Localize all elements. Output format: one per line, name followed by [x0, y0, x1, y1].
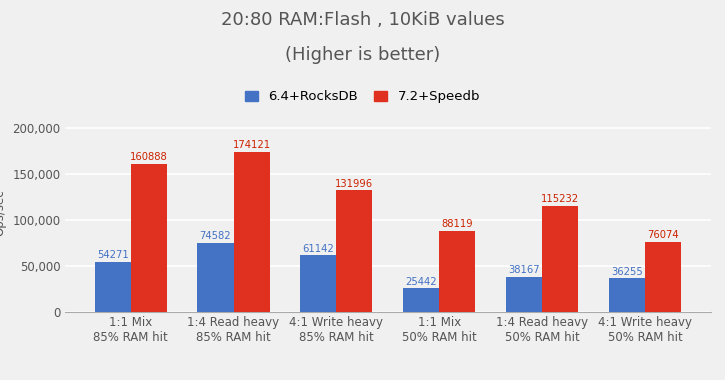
- Bar: [403, 288, 439, 312]
- Bar: [197, 243, 233, 312]
- Text: 61142: 61142: [302, 244, 334, 254]
- Text: 115232: 115232: [541, 194, 579, 204]
- Text: 160888: 160888: [130, 152, 167, 162]
- Text: 20:80 RAM:Flash , 10KiB values: 20:80 RAM:Flash , 10KiB values: [220, 11, 505, 29]
- Bar: [336, 190, 373, 312]
- Text: 54271: 54271: [96, 250, 128, 260]
- Text: 38167: 38167: [508, 265, 540, 275]
- Text: 25442: 25442: [405, 277, 437, 287]
- Text: 88119: 88119: [442, 219, 473, 229]
- Y-axis label: Ops/sec: Ops/sec: [0, 190, 7, 236]
- Bar: [506, 277, 542, 312]
- Text: 131996: 131996: [336, 179, 373, 188]
- Legend: 6.4+RocksDB, 7.2+Speedb: 6.4+RocksDB, 7.2+Speedb: [245, 90, 480, 103]
- Bar: [645, 242, 682, 312]
- Bar: [609, 278, 645, 312]
- Text: 76074: 76074: [647, 230, 679, 240]
- Bar: [130, 164, 167, 312]
- Bar: [233, 152, 270, 312]
- Bar: [300, 255, 336, 312]
- Bar: [439, 231, 476, 312]
- Text: (Higher is better): (Higher is better): [285, 46, 440, 63]
- Bar: [94, 262, 130, 312]
- Bar: [542, 206, 579, 312]
- Text: 74582: 74582: [199, 231, 231, 241]
- Text: 36255: 36255: [611, 267, 643, 277]
- Text: 174121: 174121: [233, 140, 270, 150]
